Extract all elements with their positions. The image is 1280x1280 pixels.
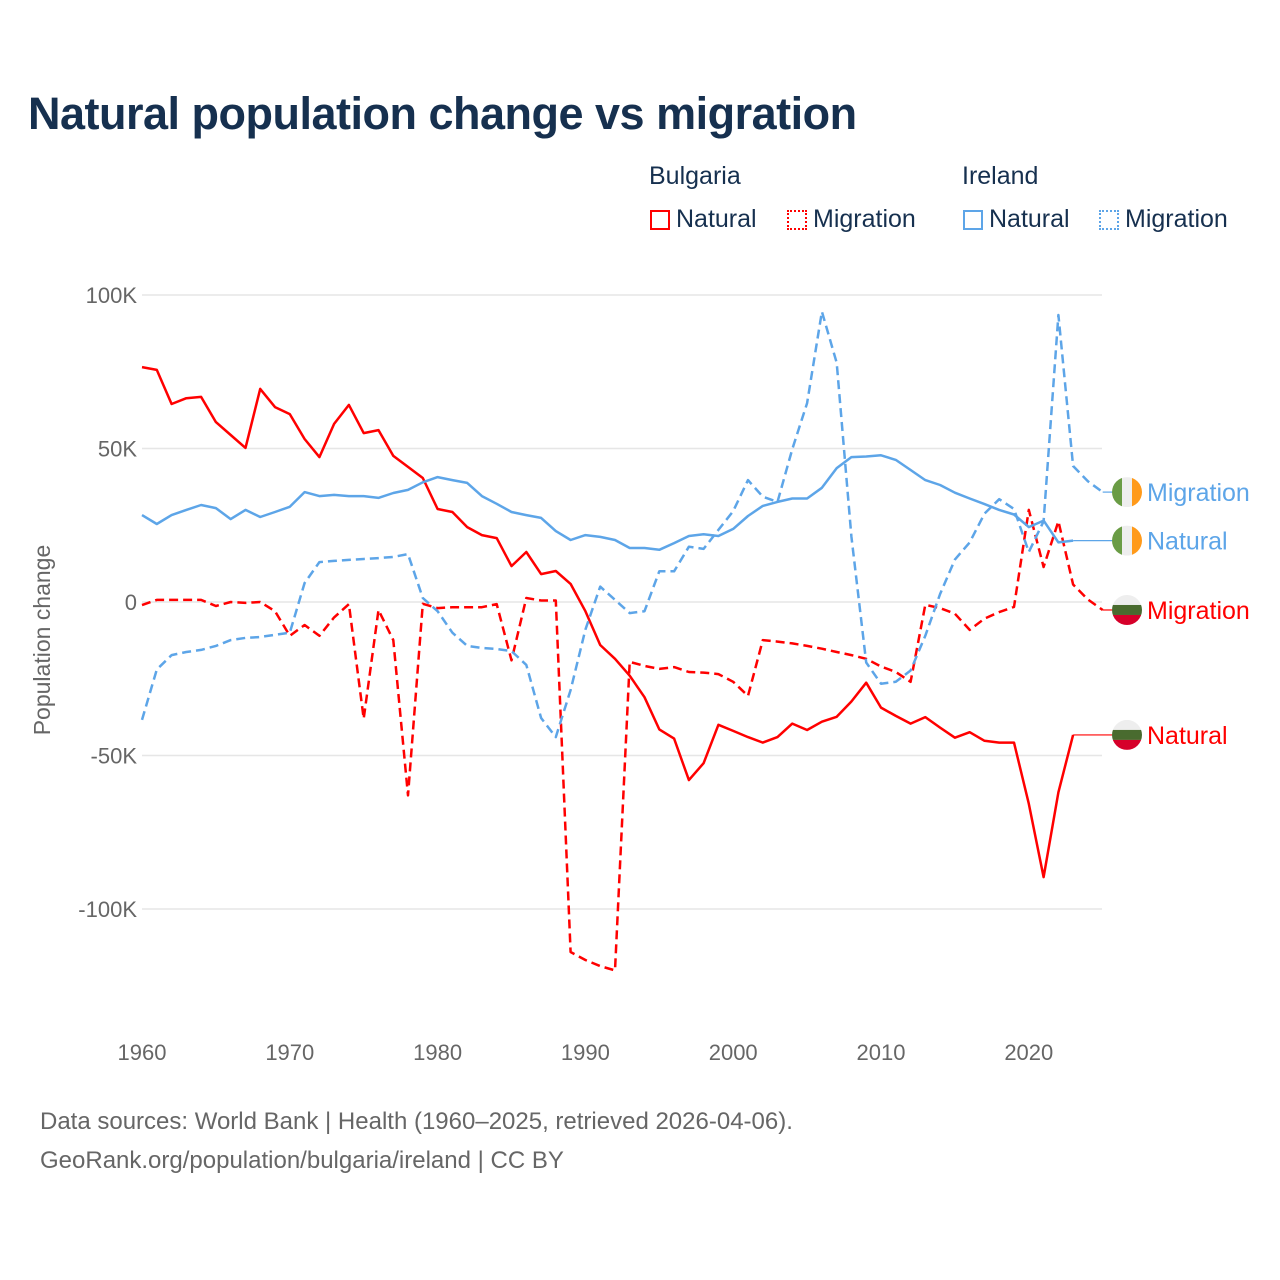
gridlines [142, 294, 1102, 910]
end-label: Migration [1147, 597, 1250, 625]
y-tick-label: -100K [78, 897, 137, 922]
end-labels: Natural Migration Natural Migration [1073, 477, 1250, 750]
x-tick-label: 2000 [709, 1040, 758, 1065]
x-tick-label: 1980 [413, 1040, 462, 1065]
chart-title: Natural population change vs migration [28, 88, 857, 139]
legend-group-bulgaria: Bulgaria [649, 162, 741, 190]
legend-swatch-dotted-red [787, 209, 807, 230]
bulgaria-natural-line[interactable] [141, 365, 1075, 879]
x-axis-ticks: 1960 1970 1980 1990 2000 2010 2020 [118, 1040, 1054, 1065]
bulgaria-flag-icon [1112, 719, 1142, 750]
x-tick-label: 2010 [857, 1040, 906, 1065]
legend-label: Migration [813, 205, 916, 233]
legend-item-ireland-migration[interactable]: Migration [1099, 205, 1228, 234]
legend-swatch-dotted-blue [1099, 209, 1119, 230]
x-tick-label: 1970 [265, 1040, 314, 1065]
y-tick-label: 0 [125, 590, 137, 615]
legend-swatch-solid-blue [963, 209, 983, 230]
series-lines [140, 310, 1104, 972]
footer-sources: Data sources: World Bank | Health (1960–… [40, 1108, 793, 1135]
bulgaria-migration-line[interactable] [141, 508, 1104, 972]
x-tick-label: 1960 [118, 1040, 167, 1065]
legend-label: Natural [676, 205, 757, 233]
legend-item-bulgaria-natural[interactable]: Natural [650, 205, 757, 234]
end-label: Migration [1147, 479, 1250, 507]
y-tick-label: 50K [98, 437, 137, 462]
x-tick-label: 2020 [1004, 1040, 1053, 1065]
y-axis-label: Population change [29, 545, 55, 736]
y-tick-label: -50K [91, 744, 138, 769]
legend-group-ireland: Ireland [962, 162, 1039, 190]
ireland-flag-icon [1112, 477, 1142, 508]
footer-attribution[interactable]: GeoRank.org/population/bulgaria/ireland … [40, 1147, 564, 1174]
y-axis-ticks: 100K 50K 0 -50K -100K [78, 283, 137, 922]
legend-item-bulgaria-migration[interactable]: Migration [787, 205, 916, 234]
ireland-migration-line[interactable] [140, 310, 1104, 739]
y-tick-label: 100K [86, 283, 138, 308]
legend-swatch-solid-red [650, 209, 670, 230]
end-label: Natural [1147, 722, 1228, 750]
end-label: Natural [1147, 528, 1228, 556]
legend-item-ireland-natural[interactable]: Natural [963, 205, 1070, 234]
ireland-flag-icon [1112, 525, 1142, 556]
legend-label: Migration [1125, 205, 1228, 233]
ireland-natural-line[interactable] [141, 454, 1074, 552]
bulgaria-flag-icon [1112, 594, 1142, 625]
x-tick-label: 1990 [561, 1040, 610, 1065]
legend-label: Natural [989, 205, 1070, 233]
